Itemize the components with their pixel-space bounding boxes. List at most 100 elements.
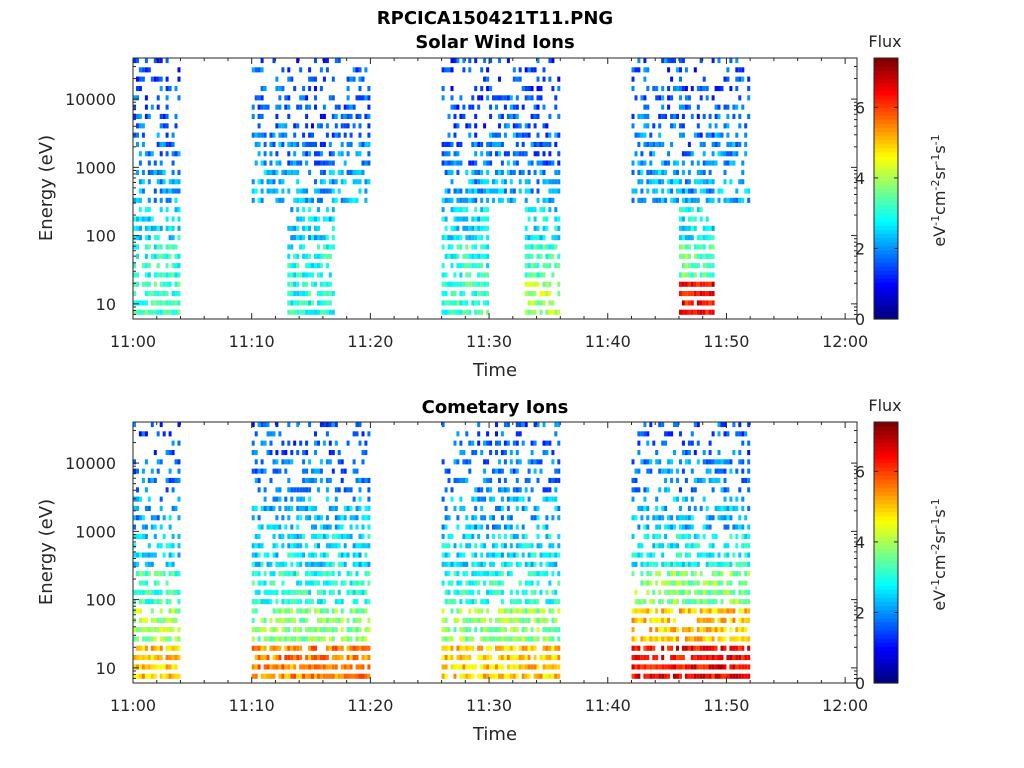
flux-cell <box>527 608 531 614</box>
flux-cell <box>349 169 353 175</box>
flux-cell <box>640 617 644 623</box>
flux-cell <box>536 477 540 483</box>
flux-cell <box>542 496 546 502</box>
flux-cell <box>254 645 258 651</box>
flux-cell <box>693 533 697 539</box>
flux-cell <box>687 272 691 278</box>
flux-cell <box>296 599 300 605</box>
flux-cell <box>524 533 528 539</box>
flux-cell <box>358 188 362 194</box>
flux-cell <box>670 580 674 586</box>
colorbar-segment <box>874 625 898 631</box>
flux-cell <box>331 151 335 157</box>
flux-cell <box>661 617 665 623</box>
flux-cell <box>325 207 329 213</box>
flux-cell <box>340 673 344 679</box>
flux-cell <box>539 95 543 101</box>
flux-cell <box>711 272 715 278</box>
flux-cell <box>500 431 504 437</box>
flux-cell <box>468 263 472 269</box>
flux-cell <box>655 580 659 586</box>
flux-cell <box>714 132 718 138</box>
flux-cell <box>138 580 142 586</box>
flux-cell <box>147 664 151 670</box>
flux-cell <box>690 561 694 567</box>
flux-cell <box>367 627 371 633</box>
flux-cell <box>254 459 258 465</box>
flux-cell <box>634 636 638 642</box>
flux-cell <box>530 309 534 315</box>
flux-cell <box>355 673 359 679</box>
flux-cell <box>646 67 650 73</box>
flux-cell <box>325 160 329 166</box>
flux-cell <box>317 673 320 679</box>
flux-cell <box>503 533 507 539</box>
flux-cell <box>646 440 650 446</box>
flux-cell <box>670 58 674 64</box>
flux-cell <box>287 477 291 483</box>
flux-cell <box>500 599 504 605</box>
flux-cell <box>705 608 709 614</box>
flux-cell <box>471 645 475 651</box>
flux-cell <box>515 664 519 670</box>
flux-cell <box>495 645 498 651</box>
flux-cell <box>302 589 306 595</box>
flux-cell <box>711 487 715 493</box>
flux-cell <box>281 533 285 539</box>
flux-cell <box>693 580 697 586</box>
flux-cell <box>477 617 481 623</box>
flux-cell <box>266 552 270 558</box>
flux-cell <box>144 561 148 567</box>
flux-cell <box>483 580 487 586</box>
flux-cell <box>251 113 255 119</box>
flux-cell <box>684 543 688 549</box>
flux-cell <box>483 664 487 670</box>
flux-cell <box>649 664 653 670</box>
flux-cell <box>679 86 682 92</box>
flux-cell <box>305 263 309 269</box>
flux-cell <box>447 552 451 558</box>
flux-cell <box>456 561 460 567</box>
flux-cell <box>257 524 261 530</box>
flux-cell <box>441 263 445 269</box>
flux-cell <box>444 543 448 549</box>
flux-cell <box>530 580 534 586</box>
flux-cell <box>355 608 359 614</box>
flux-cell <box>367 151 371 157</box>
flux-cell <box>542 263 546 269</box>
flux-cell <box>263 627 267 633</box>
flux-cell <box>655 664 659 670</box>
flux-cell <box>652 533 656 539</box>
flux-cell <box>536 76 540 82</box>
flux-cell <box>302 132 306 138</box>
colorbar-segment <box>874 446 898 452</box>
flux-cell <box>661 580 665 586</box>
flux-cell <box>156 645 160 651</box>
flux-cell <box>679 253 682 259</box>
flux-cell <box>702 86 706 92</box>
flux-cell <box>631 627 635 633</box>
flux-cell <box>673 450 676 456</box>
flux-cell <box>352 543 356 549</box>
flux-cell <box>670 141 674 147</box>
flux-cell <box>699 272 703 278</box>
flux-cell <box>533 113 537 119</box>
flux-cell <box>177 543 181 549</box>
flux-cell <box>471 281 475 287</box>
flux-cell <box>483 515 487 521</box>
flux-cell <box>171 132 175 138</box>
flux-cell <box>358 505 362 511</box>
flux-cell <box>646 468 650 474</box>
flux-cell <box>530 552 534 558</box>
flux-cell <box>453 160 457 166</box>
flux-cell <box>667 160 671 166</box>
flux-cell <box>133 543 136 549</box>
flux-cell <box>311 673 314 679</box>
flux-cell <box>492 515 495 521</box>
flux-cell <box>687 515 691 521</box>
flux-cell <box>319 113 323 119</box>
flux-cell <box>355 179 359 185</box>
flux-cell <box>349 580 353 586</box>
flux-cell <box>251 422 255 428</box>
